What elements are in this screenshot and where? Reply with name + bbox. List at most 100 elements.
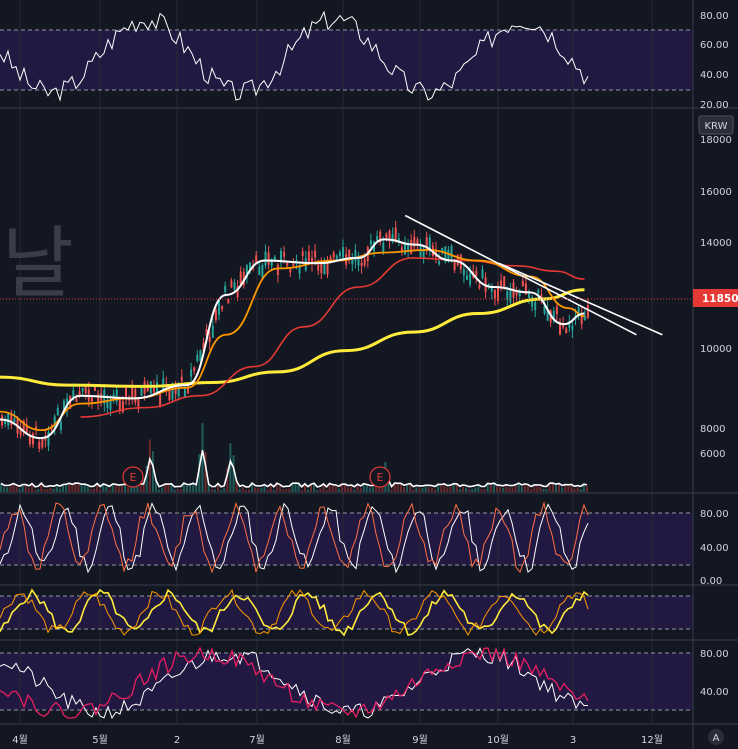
- candle-body: [515, 291, 518, 296]
- volume-bar: [437, 485, 440, 492]
- volume-bar: [396, 483, 399, 492]
- price-tick: 6000: [700, 449, 725, 460]
- volume-bar: [458, 488, 461, 492]
- volume-bar: [173, 489, 176, 492]
- candle-body: [255, 255, 258, 265]
- volume-bar: [378, 483, 381, 492]
- volume-bar: [254, 487, 257, 492]
- candle-body: [577, 307, 580, 314]
- currency-badge-label: KRW: [705, 121, 728, 132]
- volume-bar: [248, 489, 250, 492]
- volume-bar: [251, 483, 254, 492]
- volume-bar: [86, 486, 89, 492]
- volume-bar: [93, 488, 95, 492]
- time-tick: 12월: [641, 734, 663, 746]
- lower-band: [0, 653, 693, 710]
- candle-body: [307, 251, 310, 263]
- candle-body: [233, 282, 236, 290]
- volume-bar: [195, 486, 198, 492]
- candle-body: [478, 284, 481, 288]
- candle-body: [41, 439, 44, 448]
- trendlines[interactable]: [404, 214, 663, 336]
- candle-body: [509, 288, 512, 303]
- volume-bar: [480, 489, 483, 492]
- volume-bar: [272, 489, 275, 492]
- volume-bar: [189, 485, 192, 492]
- volume-bar: [430, 487, 433, 492]
- candle-body: [177, 386, 180, 397]
- stoch-tick: 40.00: [700, 543, 729, 554]
- candle-body: [162, 378, 165, 391]
- volume-bar: [489, 484, 492, 492]
- candle-body: [75, 398, 78, 402]
- auto-scale-button[interactable]: [708, 729, 724, 745]
- candle-body: [19, 428, 22, 436]
- stoch-k-line: [0, 502, 589, 574]
- volume-bar: [275, 483, 278, 492]
- volume-bar: [511, 487, 514, 492]
- candle-body: [453, 260, 456, 271]
- price-axis[interactable]: 80.00 60.00 40.00 20.00 KRW 18000 16000 …: [693, 11, 738, 745]
- candle-body: [90, 395, 93, 402]
- volume-bar: [124, 485, 126, 492]
- candle-body: [311, 257, 313, 264]
- volume-bar: [164, 484, 167, 492]
- trendline[interactable]: [498, 262, 663, 336]
- volume-bar: [350, 486, 353, 492]
- volume-bar: [229, 443, 232, 492]
- volume-bar: [170, 484, 173, 492]
- rsi-line: [0, 10, 589, 102]
- osc-signal-line: [0, 588, 589, 637]
- volume-bar: [68, 483, 71, 492]
- volume-bar: [142, 484, 145, 492]
- rsi-tick: 20.00: [700, 100, 729, 111]
- stoch-d-line: [0, 501, 589, 574]
- event-marker-1[interactable]: E: [122, 466, 144, 488]
- volume-bar: [201, 423, 204, 492]
- candle-body: [329, 256, 332, 262]
- candle-body: [583, 315, 586, 320]
- candle-body: [97, 394, 100, 403]
- volume-bar: [440, 485, 443, 492]
- candle-body: [376, 236, 379, 241]
- volume-bar: [260, 487, 263, 492]
- volume-bar: [43, 489, 46, 492]
- time-axis[interactable]: 4월 5월 2 7월 8월 9월 10월 3 12월: [12, 734, 663, 746]
- volume-bar: [288, 488, 291, 492]
- volume-bar: [74, 483, 77, 492]
- ma-long-line: [80, 257, 585, 418]
- candle-body: [187, 386, 189, 394]
- volume-bar: [300, 489, 303, 492]
- candle-body: [555, 306, 558, 315]
- volume-bar: [145, 465, 148, 492]
- candle-body: [35, 426, 38, 431]
- candle-body: [497, 287, 499, 301]
- volume-bar: [310, 485, 312, 492]
- candle-body: [4, 419, 7, 424]
- volume-bar: [362, 484, 365, 492]
- volume-bar: [365, 485, 368, 492]
- volume-bar: [399, 483, 402, 492]
- candle-body: [571, 325, 574, 331]
- volume-bar: [136, 486, 139, 492]
- time-tick: 5월: [92, 734, 108, 746]
- candle-body: [500, 280, 503, 287]
- volume-bar: [316, 489, 319, 492]
- lower-indicator: [0, 646, 589, 720]
- lower-tick: 40.00: [700, 687, 729, 698]
- event-marker-2[interactable]: E: [369, 466, 391, 488]
- volume-bar: [564, 485, 567, 492]
- time-tick: 9월: [412, 734, 428, 746]
- trendline[interactable]: [404, 214, 637, 336]
- currency-badge[interactable]: [698, 115, 734, 135]
- volume-bar: [576, 487, 579, 492]
- volume-bar: [114, 485, 117, 492]
- volume-bar: [468, 489, 471, 492]
- candle-body: [506, 291, 509, 300]
- volume-bar: [539, 486, 542, 492]
- candle-body: [438, 260, 441, 265]
- volume-bar: [65, 485, 68, 492]
- candle-body: [112, 394, 115, 399]
- candle-body: [109, 399, 112, 410]
